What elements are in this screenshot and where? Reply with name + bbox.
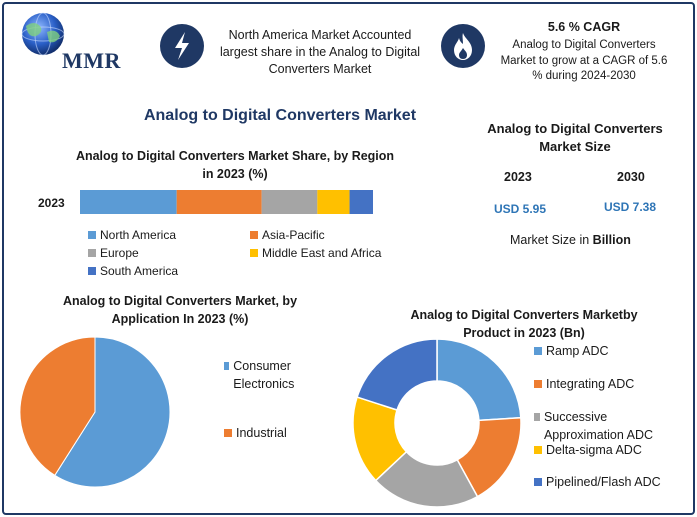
legend-item-delta-sigma-adc: Delta-sigma ADC [534, 441, 674, 459]
year-2023-label: 2023 [504, 170, 532, 184]
legend-label: Ramp ADC [546, 344, 609, 358]
legend-swatch [250, 249, 258, 257]
market-size-title: Analog to Digital Converters Market Size [487, 121, 663, 154]
legend-label: Successive Approximation ADC [543, 410, 654, 442]
legend-item-industrial: Industrial [224, 424, 314, 442]
bar-segment-north-america [80, 190, 177, 214]
cagr-title: 5.6 % CAGR [547, 20, 621, 34]
region-bar-category-label: 2023 [38, 196, 65, 210]
legend-label: Asia-Pacific [262, 228, 325, 242]
legend-item-asia-pacific: Asia-Pacific [250, 228, 325, 242]
legend-swatch [534, 380, 542, 388]
bar-segment-middle-east-and-africa [317, 190, 350, 214]
legend-item-middle-east-and-africa: Middle East and Africa [250, 246, 381, 260]
product-chart-title: Analog to Digital Converters Marketby Pr… [410, 308, 638, 340]
legend-swatch [88, 267, 96, 275]
lightning-bolt-icon [160, 24, 204, 68]
north-america-highlight-text: North America Market Accounted largest s… [219, 28, 421, 76]
legend-swatch [534, 478, 542, 486]
year-2030-label: 2030 [617, 170, 645, 184]
legend-label: Integrating ADC [546, 377, 635, 391]
legend-item-integrating-adc: Integrating ADC [534, 375, 674, 393]
pie-slice-industrial [19, 336, 96, 477]
bar-segment-europe [261, 190, 318, 214]
legend-label: Pipelined/Flash ADC [546, 475, 661, 489]
market-size-2023-value: USD 5.95 [494, 202, 547, 216]
legend-swatch [534, 413, 540, 421]
cagr-text: Analog to Digital Converters Market to g… [500, 39, 668, 82]
legend-swatch [250, 231, 258, 239]
unit-bold: Billion [592, 233, 631, 247]
legend-swatch [534, 446, 542, 454]
pie-slice-consumer-electronics [54, 336, 171, 488]
bar-segment-asia-pacific [176, 190, 262, 214]
legend-swatch [534, 347, 542, 355]
legend-item-south-america: South America [88, 264, 178, 278]
legend-item-north-america: North America [88, 228, 176, 242]
legend-item-pipelined-flash-adc: Pipelined/Flash ADC [534, 473, 674, 491]
legend-swatch [224, 429, 232, 437]
globe-icon [21, 12, 65, 56]
legend-label: Delta-sigma ADC [546, 443, 642, 457]
legend-label: North America [100, 228, 177, 242]
legend-item-successive-approximation-adc: Successive Approximation ADC [534, 408, 674, 444]
market-size-unit-note: Market Size in Billion [510, 233, 631, 247]
legend-swatch [224, 362, 230, 370]
legend-label: South America [100, 264, 179, 278]
legend-label: Europe [100, 246, 139, 260]
market-size-2030-value: USD 7.38 [604, 200, 657, 214]
legend-item-europe: Europe [88, 246, 139, 260]
legend-label: Consumer Electronics [233, 359, 295, 391]
mmr-logo: MMR [14, 12, 142, 73]
unit-prefix: Market Size in [510, 233, 593, 247]
main-title: Analog to Digital Converters Market [143, 107, 417, 124]
legend-item-ramp-adc: Ramp ADC [534, 342, 674, 360]
legend-label: Industrial [236, 426, 287, 440]
legend-item-consumer-electronics: Consumer Electronics [224, 357, 314, 393]
logo-text: MMR [62, 48, 121, 73]
application-chart-title: Analog to Digital Converters Market, by … [62, 294, 298, 326]
donut-slice-pipelined-flash-adc [356, 338, 438, 411]
bar-segment-south-america [349, 190, 373, 214]
donut-slice-ramp-adc [436, 338, 522, 422]
legend-label: Middle East and Africa [262, 246, 382, 260]
legend-swatch [88, 231, 96, 239]
legend-swatch [88, 249, 96, 257]
region-chart-title: Analog to Digital Converters Market Shar… [75, 149, 395, 181]
flame-icon [441, 24, 485, 68]
